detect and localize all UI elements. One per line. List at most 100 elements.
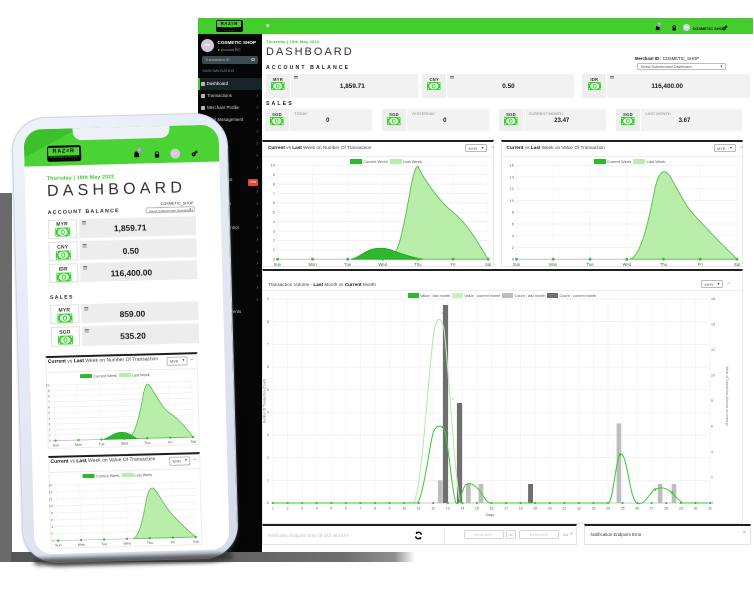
svg-text:12: 12 <box>509 186 514 191</box>
svg-text:5: 5 <box>330 507 332 511</box>
svg-text:12: 12 <box>49 497 53 501</box>
svg-text:3: 3 <box>273 228 276 233</box>
svg-text:3: 3 <box>267 433 269 437</box>
svg-text:11: 11 <box>417 507 421 511</box>
svg-text:20: 20 <box>548 507 552 511</box>
svg-text:8: 8 <box>511 209 514 214</box>
svg-text:31: 31 <box>708 507 712 511</box>
svg-text:9: 9 <box>267 297 269 301</box>
svg-text:6: 6 <box>49 405 51 409</box>
svg-text:Fri: Fri <box>697 262 702 267</box>
svg-text:9: 9 <box>48 388 50 392</box>
svg-text:Wed: Wed <box>124 541 131 545</box>
svg-text:Number Of Transaction (Count): Number Of Transaction (Count) <box>263 379 267 423</box>
svg-text:2: 2 <box>711 476 713 480</box>
svg-text:4: 4 <box>52 525 54 529</box>
svg-text:10: 10 <box>271 162 276 167</box>
svg-text:5: 5 <box>49 411 51 415</box>
svg-text:18: 18 <box>519 507 523 511</box>
svg-text:1: 1 <box>273 247 276 252</box>
svg-text:4: 4 <box>267 411 269 415</box>
svg-text:2: 2 <box>267 456 269 460</box>
svg-text:Tue: Tue <box>102 542 108 546</box>
svg-text:14: 14 <box>461 507 465 511</box>
svg-text:Wed: Wed <box>622 262 631 267</box>
svg-text:4: 4 <box>49 416 51 420</box>
svg-text:25: 25 <box>621 507 625 511</box>
svg-text:Mon: Mon <box>76 442 83 446</box>
svg-text:0: 0 <box>267 501 269 505</box>
svg-text:0: 0 <box>273 256 276 261</box>
svg-text:27: 27 <box>650 507 654 511</box>
svg-text:7: 7 <box>273 190 276 195</box>
svg-text:7: 7 <box>267 343 269 347</box>
svg-text:4: 4 <box>711 450 713 454</box>
svg-text:5: 5 <box>267 388 269 392</box>
svg-text:0: 0 <box>50 438 52 442</box>
svg-text:Fri: Fri <box>171 540 175 544</box>
svg-text:8: 8 <box>374 507 376 511</box>
svg-text:Thu: Thu <box>148 541 154 545</box>
svg-text:29: 29 <box>679 507 683 511</box>
svg-text:17: 17 <box>504 507 508 511</box>
svg-text:4: 4 <box>273 219 276 224</box>
svg-text:19: 19 <box>533 507 537 511</box>
svg-text:14: 14 <box>711 323 715 327</box>
svg-text:Sun: Sun <box>512 262 520 267</box>
svg-text:16: 16 <box>490 507 494 511</box>
svg-text:1: 1 <box>50 433 52 437</box>
svg-text:30: 30 <box>694 507 698 511</box>
svg-text:22: 22 <box>577 507 581 511</box>
svg-text:26: 26 <box>635 507 639 511</box>
svg-text:Thu: Thu <box>659 262 667 267</box>
svg-text:0: 0 <box>52 539 54 543</box>
svg-text:6: 6 <box>345 507 347 511</box>
svg-text:4: 4 <box>511 233 514 238</box>
svg-text:Mon: Mon <box>78 543 85 547</box>
svg-text:15: 15 <box>475 507 479 511</box>
svg-text:10: 10 <box>50 504 54 508</box>
svg-text:2: 2 <box>52 532 54 536</box>
svg-text:4: 4 <box>316 507 318 511</box>
svg-text:1: 1 <box>272 507 274 511</box>
svg-text:Tue: Tue <box>344 262 352 267</box>
svg-text:Sun: Sun <box>274 262 282 267</box>
svg-text:Sat: Sat <box>485 262 492 267</box>
svg-text:10: 10 <box>509 197 514 202</box>
svg-text:Wed: Wed <box>121 441 128 445</box>
svg-text:Sun: Sun <box>53 443 60 447</box>
svg-text:7: 7 <box>49 399 51 403</box>
svg-text:Tue: Tue <box>99 442 105 446</box>
svg-text:23: 23 <box>592 507 596 511</box>
svg-text:16: 16 <box>509 162 514 167</box>
svg-text:Days: Days <box>486 513 494 517</box>
svg-text:Sun: Sun <box>56 543 63 547</box>
svg-text:Value of Transaction (Amount i: Value of Transaction (Amount in currency… <box>725 366 729 425</box>
svg-text:14: 14 <box>49 490 53 494</box>
svg-text:10: 10 <box>711 374 715 378</box>
svg-text:Tue: Tue <box>586 262 594 267</box>
svg-text:21: 21 <box>562 507 566 511</box>
svg-text:16: 16 <box>711 297 715 301</box>
svg-text:Thu: Thu <box>414 262 422 267</box>
svg-text:6: 6 <box>267 365 269 369</box>
svg-text:5: 5 <box>273 209 276 214</box>
svg-text:8: 8 <box>273 181 276 186</box>
svg-text:Thu: Thu <box>145 440 151 444</box>
svg-text:10: 10 <box>46 383 50 387</box>
svg-text:3: 3 <box>49 422 51 426</box>
svg-text:9: 9 <box>389 507 391 511</box>
svg-text:0: 0 <box>511 256 514 261</box>
svg-text:6: 6 <box>711 425 713 429</box>
svg-text:8: 8 <box>711 399 713 403</box>
svg-text:0: 0 <box>711 501 713 505</box>
svg-text:13: 13 <box>446 507 450 511</box>
svg-text:2: 2 <box>287 507 289 511</box>
svg-text:1: 1 <box>267 479 269 483</box>
svg-text:6: 6 <box>52 518 54 522</box>
svg-text:7: 7 <box>359 507 361 511</box>
svg-text:2: 2 <box>49 427 51 431</box>
svg-text:9: 9 <box>273 172 276 177</box>
svg-text:3: 3 <box>301 507 303 511</box>
svg-text:8: 8 <box>52 511 54 515</box>
